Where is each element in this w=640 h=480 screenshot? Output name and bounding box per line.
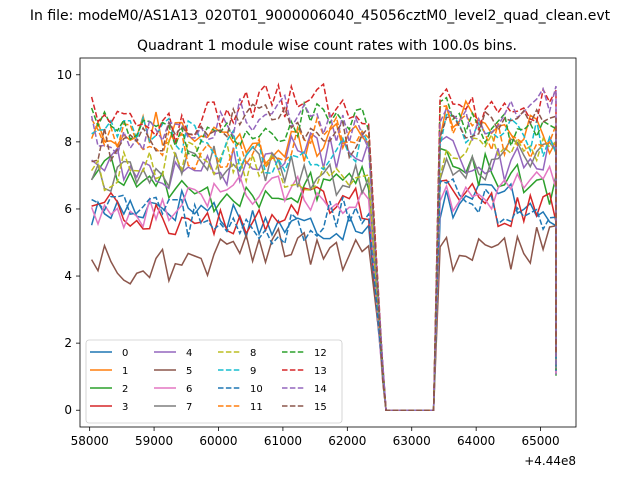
legend-label-2: 2 xyxy=(122,384,128,395)
series-line-14 xyxy=(90,85,557,411)
series-line-1 xyxy=(90,99,557,411)
legend-box xyxy=(85,339,343,424)
series-line-7 xyxy=(90,138,557,411)
series-line-13 xyxy=(90,82,557,411)
series-line-3 xyxy=(91,179,557,411)
chart-title: Quadrant 1 module wise count rates with … xyxy=(137,38,517,54)
series-line-5 xyxy=(90,224,557,411)
legend-label-7: 7 xyxy=(186,402,192,413)
y-tick-label: 0 xyxy=(64,403,72,417)
figure-suptitle: In file: modeM0/AS1A13_020T01_9000006040… xyxy=(30,8,611,24)
y-tick-label: 8 xyxy=(64,135,72,149)
legend-label-12: 12 xyxy=(314,348,327,359)
x-tick-label: 64000 xyxy=(457,434,495,448)
series-line-8 xyxy=(90,132,557,411)
legend-label-10: 10 xyxy=(250,384,263,395)
series-line-0 xyxy=(90,182,557,411)
plot-area xyxy=(90,82,557,411)
series-line-12 xyxy=(90,96,557,411)
y-tick-label: 4 xyxy=(64,269,72,283)
x-tick-label: 62000 xyxy=(328,434,366,448)
legend-label-1: 1 xyxy=(122,366,128,377)
x-tick-label: 58000 xyxy=(71,434,109,448)
legend-label-15: 15 xyxy=(314,402,327,413)
series-line-6 xyxy=(90,164,557,411)
y-tick-label: 10 xyxy=(57,68,72,82)
x-tick-label: 60000 xyxy=(199,434,237,448)
x-tick-label: 61000 xyxy=(264,434,302,448)
y-tick-label: 6 xyxy=(64,202,72,216)
x-tick-label: 65000 xyxy=(521,434,559,448)
legend-label-9: 9 xyxy=(250,366,256,377)
legend-label-8: 8 xyxy=(250,348,256,359)
x-offset-label: +4.44e8 xyxy=(524,454,576,468)
y-tick-label: 2 xyxy=(64,336,72,350)
plot-frame xyxy=(79,57,577,428)
x-tick-label: 59000 xyxy=(135,434,173,448)
legend-label-4: 4 xyxy=(186,348,192,359)
series-line-2 xyxy=(90,147,557,411)
series-line-15 xyxy=(91,103,557,411)
axes: 58000 59000 60000 61000 62000 63000 64000 65000… xyxy=(57,68,560,448)
x-tick-label: 63000 xyxy=(393,434,431,448)
legend-label-0: 0 xyxy=(122,348,128,359)
series-line-10 xyxy=(91,177,557,411)
legend-label-11: 11 xyxy=(250,402,263,413)
legend-label-6: 6 xyxy=(186,384,192,395)
legend-label-3: 3 xyxy=(122,402,128,413)
legend-label-14: 14 xyxy=(314,384,327,395)
legend-label-13: 13 xyxy=(314,366,327,377)
legend-label-5: 5 xyxy=(186,366,192,377)
